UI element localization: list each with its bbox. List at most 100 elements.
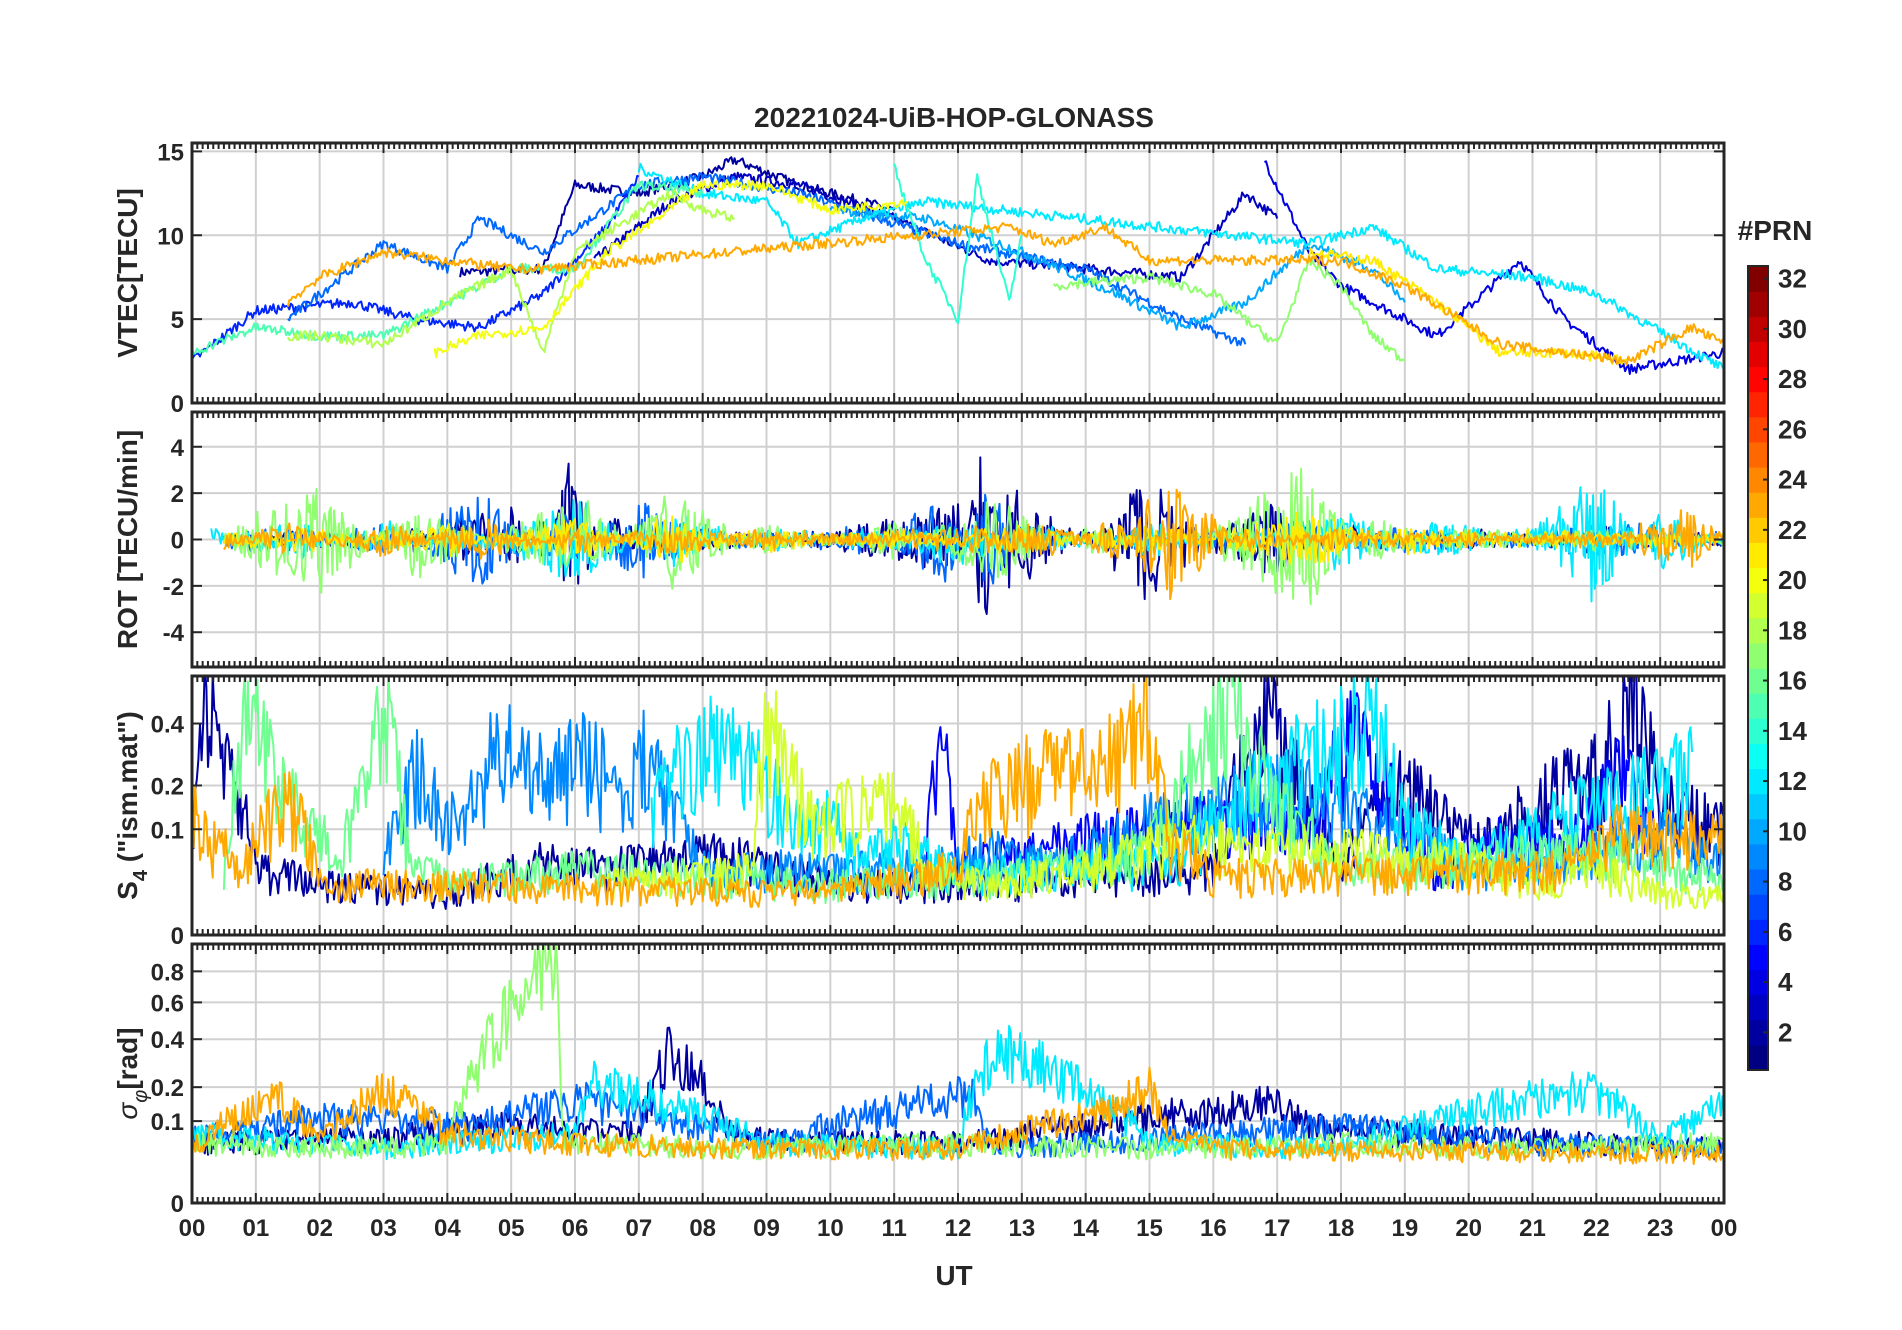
- y-tick-label: 0: [171, 391, 184, 418]
- colorbar-tick-label: 6: [1778, 917, 1792, 947]
- series-group: [192, 156, 1724, 375]
- colorbar-tick-label: 2: [1778, 1017, 1792, 1047]
- series-line-prn-12: [637, 162, 1724, 371]
- y-tick-label: 0.4: [151, 1027, 185, 1054]
- colorbar-segment: [1748, 994, 1768, 1021]
- colorbar-segment: [1748, 542, 1768, 569]
- x-axis-label: UT: [935, 1260, 972, 1291]
- panel-vtec: 0 5 10 15 VTEC[TECU]: [112, 139, 1726, 418]
- panel-s4: 0 0.1 0.2 0.4S4 ("ism.mat"): [112, 674, 1726, 950]
- colorbar-tick-label: 26: [1778, 414, 1807, 444]
- x-tick-label: 00: [179, 1215, 206, 1242]
- colorbar-segment: [1748, 642, 1768, 669]
- panels: 0 5 10 15 VTEC[TECU] -4 -2 0 2 4 ROT [TECU/min] 0 0.…: [112, 139, 1726, 1218]
- colorbar-segment: [1748, 416, 1768, 443]
- x-tick-label: 05: [498, 1215, 525, 1242]
- panel-sigma: 0 0.1 0.2 0.4 0.6 0.8 σφ[rad]: [112, 942, 1726, 1218]
- y-tick-label: 0.6: [151, 990, 184, 1017]
- y-axis-label-sub: φ: [130, 1090, 152, 1103]
- series-line-prn-17: [1052, 255, 1406, 362]
- series-group: [210, 456, 1724, 615]
- x-axis: 00 01 02 03 04 05 06 07 08 09 10 11 12 13 14 15 16 17 18 19…: [179, 1215, 1738, 1242]
- x-tick-label: 21: [1519, 1215, 1546, 1242]
- y-axis-label: σφ[rad]: [112, 1027, 152, 1119]
- x-tick-label: 14: [1072, 1215, 1099, 1242]
- colorbar-tick-label: 32: [1778, 264, 1807, 294]
- colorbar-tick-label: 20: [1778, 565, 1807, 595]
- series-line-prn-18: [286, 189, 735, 353]
- x-tick-label: 17: [1264, 1215, 1291, 1242]
- colorbar-segment: [1748, 517, 1768, 543]
- y-axis-label: ROT [TECU/min]: [112, 430, 143, 649]
- y-axis-label-sub: 4: [130, 869, 152, 881]
- x-tick-label: 18: [1328, 1215, 1355, 1242]
- colorbar-label: #PRN: [1738, 215, 1813, 246]
- series-group: [192, 944, 1724, 1166]
- y-tick-label: -4: [163, 620, 185, 647]
- y-axis-label: VTEC[TECU]: [112, 188, 143, 358]
- x-tick-label: 19: [1391, 1215, 1418, 1242]
- colorbar-segment: [1748, 1019, 1768, 1046]
- y-tick-label: 0.4: [151, 712, 185, 739]
- colorbar-segment: [1748, 718, 1768, 744]
- colorbar-segment: [1748, 266, 1768, 292]
- colorbar-segment: [1748, 391, 1768, 418]
- series-line-prn-19: [605, 690, 1724, 910]
- colorbar-segment: [1748, 617, 1768, 644]
- series-line-prn-4: [1263, 160, 1724, 375]
- colorbar-tick-label: 18: [1778, 615, 1807, 645]
- colorbar-segment: [1748, 793, 1768, 820]
- x-tick-label: 11: [881, 1215, 906, 1242]
- series-line-prn-23: [192, 676, 1724, 908]
- x-tick-label: 13: [1008, 1215, 1035, 1242]
- series-line-prn-23: [192, 1066, 1724, 1166]
- colorbar-tick-label: 4: [1778, 967, 1793, 997]
- colorbar-tick-label: 8: [1778, 867, 1792, 897]
- colorbar-segment: [1748, 567, 1768, 594]
- colorbar-segment: [1748, 969, 1768, 996]
- colorbar-segment: [1748, 341, 1768, 368]
- y-tick-label: 0: [171, 528, 184, 555]
- y-tick-label: 2: [171, 481, 184, 508]
- colorbar-segment: [1748, 693, 1768, 719]
- x-tick-label: 04: [434, 1215, 461, 1242]
- y-tick-label: 10: [157, 223, 184, 250]
- x-tick-label: 09: [753, 1215, 780, 1242]
- chart-title: 20221024-UiB-HOP-GLONASS: [754, 102, 1154, 133]
- x-tick-label: 00: [1711, 1215, 1738, 1242]
- x-tick-label: 02: [306, 1215, 333, 1242]
- colorbar-segment: [1748, 743, 1768, 770]
- series-group: [192, 676, 1724, 910]
- x-tick-label: 06: [562, 1215, 589, 1242]
- x-tick-label: 08: [689, 1215, 716, 1242]
- colorbar-segment: [1748, 492, 1768, 518]
- x-tick-label: 07: [625, 1215, 652, 1242]
- series-line-prn-23: [286, 222, 1724, 366]
- x-tick-label: 12: [945, 1215, 972, 1242]
- colorbar-segment: [1748, 869, 1768, 895]
- y-tick-label: 0.1: [151, 817, 184, 844]
- colorbar-segment: [1748, 592, 1768, 619]
- colorbar-segment: [1748, 1044, 1768, 1071]
- series-line-prn-23: [223, 488, 1724, 601]
- colorbar-segment: [1748, 919, 1768, 945]
- y-tick-label: 4: [171, 435, 185, 462]
- series-line-prn-20: [433, 179, 908, 359]
- y-tick-label: 0: [171, 923, 184, 950]
- x-tick-label: 23: [1647, 1215, 1674, 1242]
- colorbar-segment: [1748, 768, 1768, 795]
- y-tick-label: -2: [163, 574, 184, 601]
- colorbar-tick-label: 12: [1778, 766, 1807, 796]
- y-tick-label: 0.2: [151, 773, 184, 800]
- series-line-prn-14: [893, 163, 1023, 324]
- x-tick-label: 03: [370, 1215, 397, 1242]
- y-axis-label-main: σ: [112, 1102, 143, 1120]
- colorbar-tick-label: 16: [1778, 666, 1807, 696]
- panel-rot: -4 -2 0 2 4 ROT [TECU/min]: [112, 410, 1726, 669]
- y-axis-label: S4 ("ism.mat"): [112, 711, 152, 900]
- colorbar-segment: [1748, 843, 1768, 870]
- y-axis-label-rest: [rad]: [112, 1027, 143, 1089]
- y-tick-label: 0.2: [151, 1075, 184, 1102]
